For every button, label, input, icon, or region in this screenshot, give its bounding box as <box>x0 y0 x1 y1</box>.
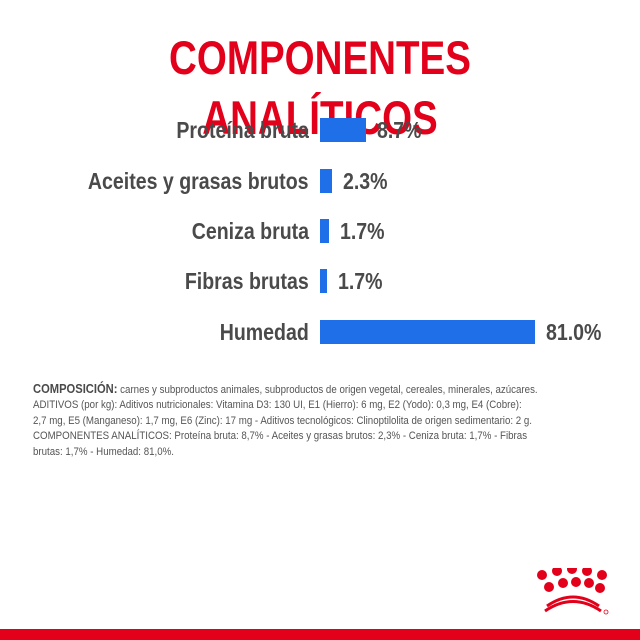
chart-row-fibras: Fibras brutas 1.7% <box>0 266 640 296</box>
bar <box>320 219 329 243</box>
row-value: 81.0% <box>546 319 602 345</box>
composition-line: COMPONENTES ANALÍTICOS: Proteína bruta: … <box>33 430 528 443</box>
composition-line: COMPOSICIÓN: carnes y subproductos anima… <box>33 381 538 396</box>
row-label: Aceites y grasas brutos <box>88 168 309 194</box>
bar <box>320 118 366 142</box>
row-label: Fibras brutas <box>185 268 309 294</box>
composition-text: COMPOSICIÓN: carnes y subproductos anima… <box>33 381 623 460</box>
composition-line: brutas: 1,7% - Humedad: 81,0%. <box>33 445 174 458</box>
chart-row-ceniza: Ceniza bruta 1.7% <box>0 216 640 246</box>
row-value: 1.7% <box>340 218 385 244</box>
bar <box>320 269 327 293</box>
row-label: Humedad <box>219 319 309 345</box>
footer-red-band <box>0 629 640 640</box>
crown-icon <box>527 564 617 618</box>
row-value: 2.3% <box>343 168 388 194</box>
row-value: 8.7% <box>377 117 422 143</box>
row-label: Proteína bruta <box>176 117 309 143</box>
row-label: Ceniza bruta <box>191 218 309 244</box>
chart-row-aceites: Aceites y grasas brutos 2.3% <box>0 166 640 196</box>
chart-row-proteina: Proteína bruta 8.7% <box>0 115 640 145</box>
composition-line: 2,7 mg, E5 (Manganeso): 1,7 mg, E6 (Zinc… <box>33 414 532 427</box>
page-title: COMPONENTES ANALÍTICOS <box>169 31 471 144</box>
composition-line: ADITIVOS (por kg): Aditivos nutricionale… <box>33 399 522 412</box>
bar <box>320 169 332 193</box>
bar <box>320 320 535 344</box>
row-value: 1.7% <box>338 268 383 294</box>
chart-row-humedad: Humedad 81.0% <box>0 317 640 347</box>
composition-heading: COMPOSICIÓN: <box>33 381 118 396</box>
